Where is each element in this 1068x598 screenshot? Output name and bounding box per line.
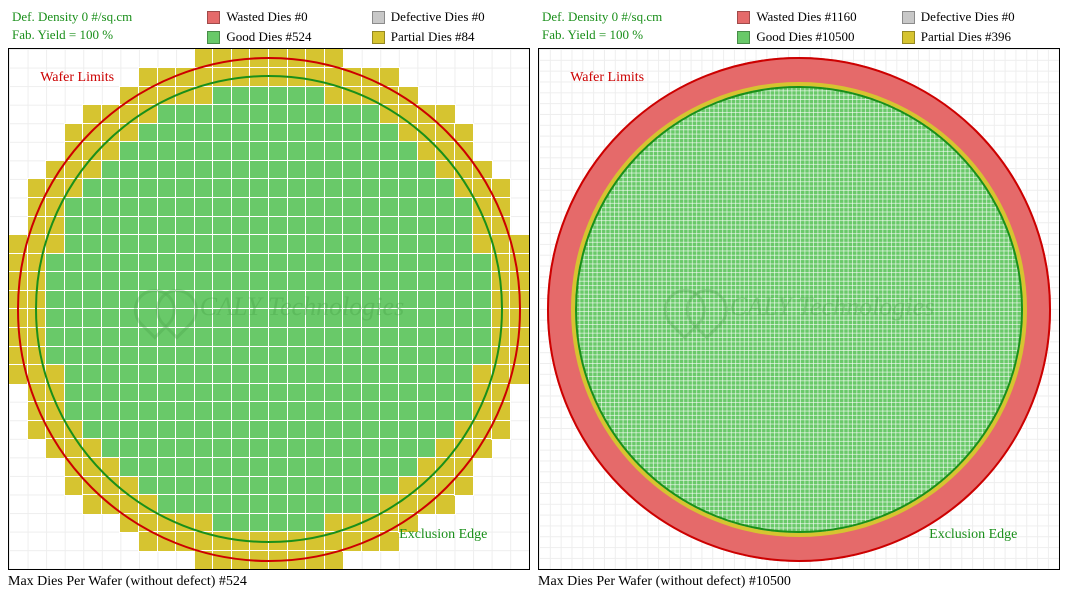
panel-caption: Max Dies Per Wafer (without defect) #524 — [8, 574, 530, 590]
legend-partial: Partial Dies #84 — [372, 28, 526, 46]
legend-wasted: Wasted Dies #0 — [207, 8, 371, 26]
legend-partial-label: Partial Dies #84 — [391, 28, 475, 46]
fab-yield-label: Fab. Yield = 100 % — [12, 26, 207, 44]
swatch-good-icon — [207, 31, 220, 44]
swatch-defective-icon — [902, 11, 915, 24]
wafer-panel-left: Def. Density 0 #/sq.cm Fab. Yield = 100 … — [8, 8, 530, 590]
panel-row: Def. Density 0 #/sq.cm Fab. Yield = 100 … — [8, 8, 1060, 590]
swatch-good-icon — [737, 31, 750, 44]
legend-partial-label: Partial Dies #396 — [921, 28, 1011, 46]
fab-yield-label: Fab. Yield = 100 % — [542, 26, 737, 44]
panel-header: Def. Density 0 #/sq.cm Fab. Yield = 100 … — [8, 8, 530, 46]
legend-defective: Defective Dies #0 — [372, 8, 526, 26]
panel-header: Def. Density 0 #/sq.cm Fab. Yield = 100 … — [538, 8, 1060, 46]
legend-good: Good Dies #524 — [207, 28, 371, 46]
wafer-plot: Wafer LimitsExclusion Edge CALY Technolo… — [538, 48, 1060, 570]
legend-partial: Partial Dies #396 — [902, 28, 1056, 46]
legend-defective-label: Defective Dies #0 — [921, 8, 1015, 26]
legend-wasted-label: Wasted Dies #0 — [226, 8, 307, 26]
swatch-partial-icon — [902, 31, 915, 44]
legend-good-label: Good Dies #10500 — [756, 28, 854, 46]
panel-caption: Max Dies Per Wafer (without defect) #105… — [538, 574, 1060, 590]
legend-wasted: Wasted Dies #1160 — [737, 8, 901, 26]
legend-wasted-label: Wasted Dies #1160 — [756, 8, 856, 26]
wafer-plot: Wafer LimitsExclusion Edge CALY Technolo… — [8, 48, 530, 570]
legend-good-label: Good Dies #524 — [226, 28, 311, 46]
def-density-label: Def. Density 0 #/sq.cm — [542, 8, 737, 26]
def-density-label: Def. Density 0 #/sq.cm — [12, 8, 207, 26]
swatch-defective-icon — [372, 11, 385, 24]
swatch-wasted-icon — [737, 11, 750, 24]
legend-good: Good Dies #10500 — [737, 28, 901, 46]
wafer-panel-right: Def. Density 0 #/sq.cm Fab. Yield = 100 … — [538, 8, 1060, 590]
legend-defective-label: Defective Dies #0 — [391, 8, 485, 26]
swatch-partial-icon — [372, 31, 385, 44]
legend-defective: Defective Dies #0 — [902, 8, 1056, 26]
swatch-wasted-icon — [207, 11, 220, 24]
